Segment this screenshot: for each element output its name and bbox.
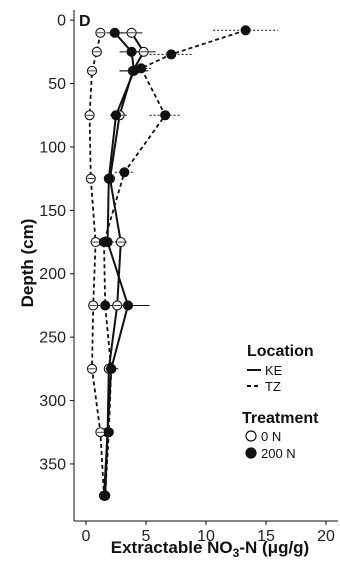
- legend-entry-0n: 0 N: [261, 429, 281, 444]
- panel-label: D: [79, 13, 91, 30]
- x-tick-label: 5: [142, 528, 151, 545]
- data-point-ke-200n: [103, 173, 114, 184]
- data-point-tz-200n: [100, 300, 111, 311]
- data-point-ke-200n: [109, 27, 120, 38]
- data-point-tz-200n: [160, 110, 171, 121]
- data-point-tz-200n: [98, 236, 110, 248]
- data-points: [84, 25, 251, 501]
- series-line-tz-200n: [103, 29, 246, 496]
- x-axis-title-pre: Extractable NO: [111, 538, 233, 557]
- y-tick-label: 50: [48, 76, 66, 93]
- x-tick-label: 10: [197, 528, 215, 545]
- legend-treatment-title: Treatment: [242, 410, 319, 427]
- legend: Location KE TZ Treatment 0 N 200 N: [242, 343, 319, 461]
- y-tick-label: 0: [57, 13, 66, 30]
- data-point-tz-200n: [100, 490, 111, 501]
- data-point-tz-200n: [119, 167, 130, 178]
- y-tick-label: 250: [39, 330, 66, 347]
- x-axis-title: Extractable NO3-N (μg/g): [111, 538, 309, 560]
- legend-marker-open: [245, 430, 257, 442]
- x-axis-title-post: -N (μg/g): [239, 538, 309, 557]
- axes: 0 50 100 150 200 250 300 350 0 5 10 15 20: [39, 10, 338, 545]
- y-tick-label: 300: [39, 393, 66, 410]
- x-tick-label: 0: [82, 528, 91, 545]
- data-point-tz-200n: [240, 25, 251, 36]
- x-tick-label: 20: [317, 528, 335, 545]
- y-tick-label: 100: [39, 139, 66, 156]
- y-tick-label: 150: [39, 203, 66, 220]
- data-point-tz-200n: [166, 49, 177, 60]
- x-tick-label: 15: [257, 528, 275, 545]
- data-point-tz-200n: [103, 427, 114, 438]
- legend-entry-ke: KE: [265, 363, 283, 378]
- legend-entry-tz: TZ: [265, 379, 281, 394]
- series-lines: [88, 29, 246, 496]
- legend-location-title: Location: [247, 343, 314, 360]
- y-tick-label: 200: [39, 266, 66, 283]
- data-point-tz-200n: [136, 63, 147, 74]
- series-line-tz-0n: [88, 32, 105, 496]
- y-axis-title: Depth (cm): [18, 219, 37, 308]
- series-line-ke-0n: [103, 32, 145, 496]
- data-point-ke-200n: [122, 300, 134, 311]
- x-axis-title-sub: 3: [233, 546, 240, 560]
- data-point-ke-200n: [126, 46, 137, 57]
- data-point-tz-200n: [106, 363, 117, 374]
- legend-marker-filled: [245, 447, 257, 459]
- y-tick-label: 350: [39, 456, 66, 473]
- legend-entry-200n: 200 N: [261, 446, 296, 461]
- data-point-ke-200n: [110, 110, 122, 121]
